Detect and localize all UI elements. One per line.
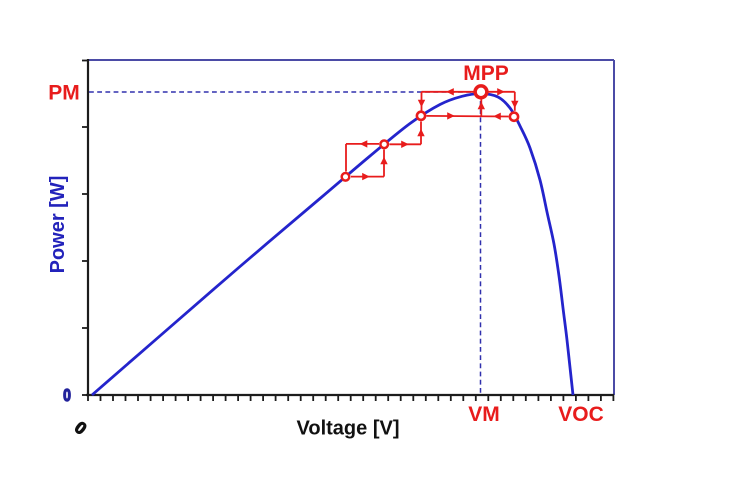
svg-text:VOC: VOC xyxy=(558,403,604,426)
svg-text:VM: VM xyxy=(468,403,500,426)
svg-text:0: 0 xyxy=(63,385,71,405)
svg-text:Voltage [V]: Voltage [V] xyxy=(297,418,400,440)
svg-text:Power [W]: Power [W] xyxy=(47,176,69,274)
svg-text:MPP: MPP xyxy=(463,62,509,85)
svg-text:PM: PM xyxy=(48,82,80,105)
